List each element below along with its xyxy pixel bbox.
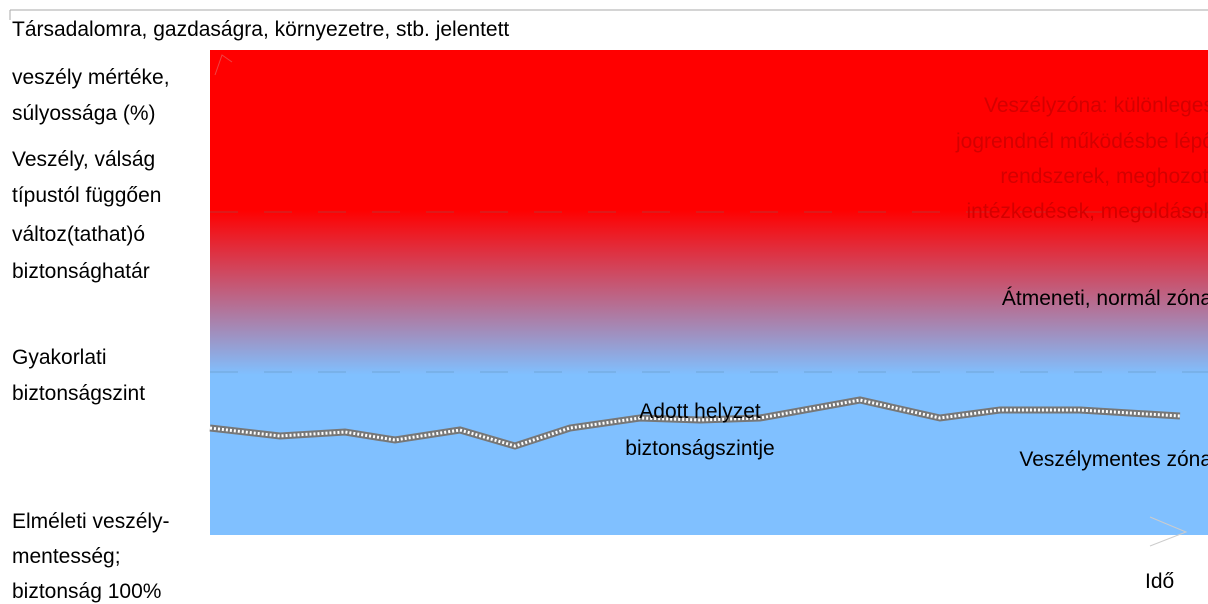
time-axis-label: Idő — [1145, 570, 1174, 593]
current-level-label: Adott helyzet — [639, 400, 761, 423]
axis-title: Társadalomra, gazdaságra, környezetre, s… — [12, 18, 509, 41]
theoretical-label: Elméleti veszély- — [12, 510, 170, 533]
danger-zone-label: Veszélyzóna: különleges — [984, 94, 1208, 117]
danger-zone-label: rendszerek, meghozott — [1000, 165, 1208, 188]
transition-zone-label: Átmeneti, normál zóna — [1002, 287, 1208, 310]
limit-label: változ(tathat)ó — [12, 223, 145, 246]
axis-title: súlyossága (%) — [12, 102, 156, 125]
zone-area — [210, 50, 1208, 535]
practical-label: biztonságszint — [12, 382, 145, 405]
theoretical-label: biztonság 100% — [12, 580, 161, 603]
limit-label: Veszély, válság — [12, 148, 155, 171]
labels: Társadalomra, gazdaságra, környezetre, s… — [12, 18, 1208, 603]
current-level-label: biztonságszintje — [625, 437, 774, 460]
limit-label: típustól függően — [12, 184, 161, 207]
danger-zone-label: jogrendnél működésbe lépő — [955, 130, 1208, 153]
wave-stroke — [209, 398, 1181, 448]
safe-zone-label: Veszélymentes zóna — [1019, 448, 1208, 471]
y-arrow — [214, 54, 233, 76]
x-arrow — [1149, 516, 1188, 547]
practical-label: Gyakorlati — [12, 346, 107, 369]
security-level-line — [209, 396, 1181, 450]
limit-label: biztonsághatár — [12, 260, 150, 283]
axis-title: veszély mértéke, — [12, 66, 170, 89]
danger-zone-label: intézkedések, megoldások — [967, 200, 1208, 223]
theoretical-label: mentesség; — [12, 545, 121, 568]
